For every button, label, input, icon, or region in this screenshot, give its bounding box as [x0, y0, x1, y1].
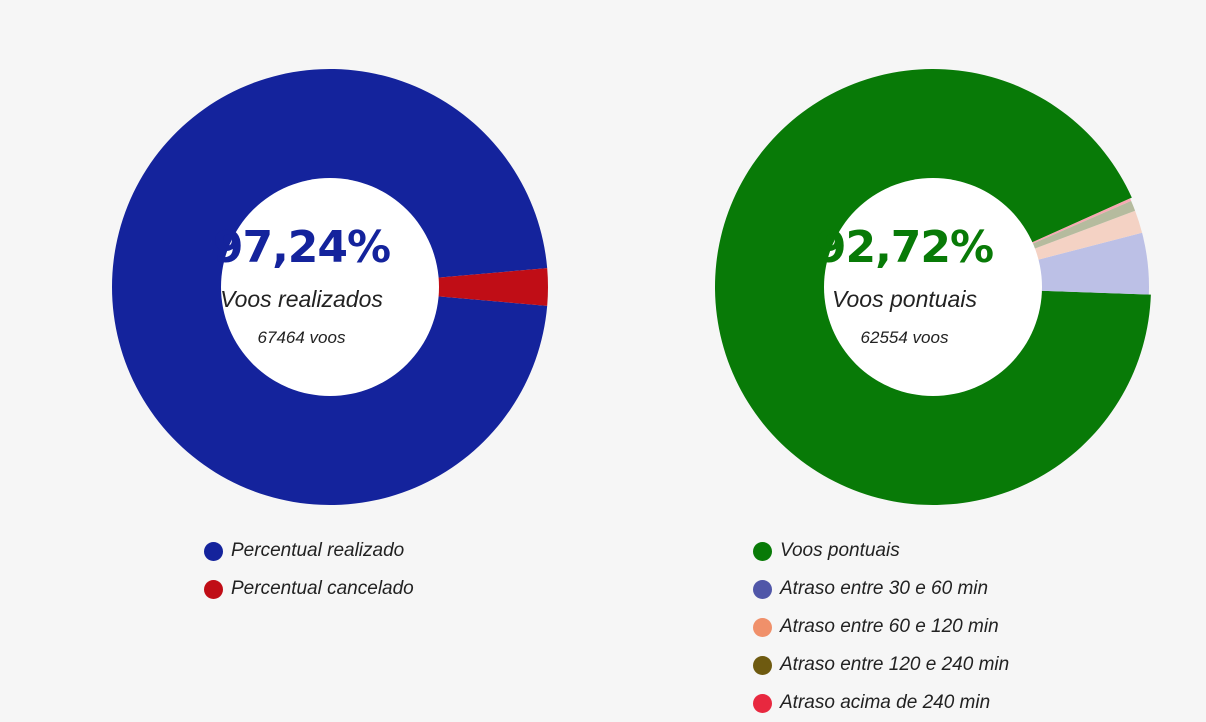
legend-item-atraso-acima-de-240-min: Atraso acima de 240 min: [753, 684, 1009, 722]
legend-label: Voos pontuais: [780, 540, 900, 561]
legend-label: Atraso entre 60 e 120 min: [780, 616, 999, 637]
realized-caption: Voos realizados: [220, 286, 383, 312]
legend-item-percentual-cancelado: Percentual cancelado: [204, 570, 414, 608]
legend-label: Atraso acima de 240 min: [780, 692, 991, 713]
realized-count: 67464 voos: [257, 328, 346, 347]
punctual-flights-panel: 92,72% Voos pontuais 62554 voos Voos pon…: [603, 0, 1206, 720]
punctual-legend: Voos pontuais Atraso entre 30 e 60 min Atr…: [753, 532, 1009, 722]
legend-label: Percentual cancelado: [231, 578, 414, 599]
donut-hole: [221, 178, 439, 396]
legend-swatch: [753, 579, 772, 599]
punctual-donut-chart: [714, 68, 1151, 506]
legend-item-atraso-entre-30-e-60-min: Atraso entre 30 e 60 min: [753, 570, 1009, 608]
legend-item-atraso-entre-60-e-120-min: Atraso entre 60 e 120 min: [753, 608, 1009, 646]
realized-percentage: 97,24%: [212, 222, 391, 273]
legend-swatch: [753, 693, 772, 713]
punctual-percentage: 92,72%: [815, 222, 994, 273]
punctual-count: 62554 voos: [860, 328, 949, 347]
legend-item-voos-pontuais: Voos pontuais: [753, 532, 1009, 570]
legend-label: Atraso entre 120 e 240 min: [780, 654, 1010, 675]
realized-legend: Percentual realizado Percentual cancelado: [204, 532, 414, 608]
legend-swatch: [753, 541, 772, 561]
legend-swatch: [204, 541, 223, 561]
realized-donut-chart: [111, 69, 548, 506]
legend-swatch: [753, 617, 772, 637]
realized-flights-panel: 97,24% Voos realizados 67464 voos Percen…: [0, 0, 603, 720]
legend-item-atraso-entre-120-e-240-min: Atraso entre 120 e 240 min: [753, 646, 1009, 684]
legend-swatch: [204, 579, 223, 599]
legend-label: Percentual realizado: [231, 540, 405, 561]
donut-hole: [824, 178, 1042, 396]
legend-swatch: [753, 655, 772, 675]
punctual-caption: Voos pontuais: [832, 286, 977, 312]
legend-item-percentual-realizado: Percentual realizado: [204, 532, 414, 570]
legend-label: Atraso entre 30 e 60 min: [780, 578, 989, 599]
